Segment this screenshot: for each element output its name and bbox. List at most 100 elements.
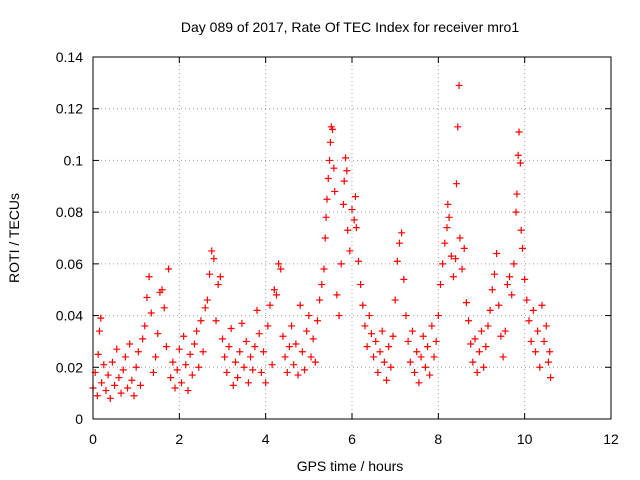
data-point <box>108 358 116 366</box>
x-tick-label: 4 <box>262 431 270 447</box>
x-tick-labels: 0 2 4 6 8 10 12 <box>89 431 619 447</box>
data-point <box>97 314 105 322</box>
x-tick-label: 8 <box>434 431 442 447</box>
data-point <box>285 343 293 351</box>
data-point <box>357 281 365 289</box>
data-point <box>292 340 300 348</box>
data-point <box>223 368 231 376</box>
data-point <box>173 366 181 374</box>
data-point <box>430 353 438 361</box>
y-tick-label: 0.04 <box>56 308 83 324</box>
data-point <box>340 177 348 185</box>
data-point <box>380 358 388 366</box>
data-point <box>100 361 108 369</box>
data-point <box>324 175 332 183</box>
data-point <box>439 260 447 268</box>
data-point <box>124 384 132 392</box>
data-point <box>141 322 149 330</box>
data-point <box>372 337 380 345</box>
data-point <box>186 350 194 358</box>
data-point <box>225 343 233 351</box>
y-tick-label: 0.14 <box>56 49 83 65</box>
data-point <box>344 226 352 234</box>
data-point <box>305 312 313 320</box>
data-point <box>160 304 168 312</box>
data-point <box>294 371 302 379</box>
data-point <box>508 291 516 299</box>
data-point <box>203 296 211 304</box>
data-point <box>275 260 283 268</box>
data-point <box>499 353 507 361</box>
data-point <box>244 379 252 387</box>
data-point <box>98 379 106 387</box>
data-point <box>495 301 503 309</box>
data-point <box>206 270 214 278</box>
data-point <box>134 348 142 356</box>
data-point <box>506 273 514 281</box>
data-point <box>512 208 520 216</box>
data-point <box>311 358 319 366</box>
data-point <box>540 337 548 345</box>
data-point <box>351 193 359 201</box>
data-point <box>331 187 339 195</box>
data-point <box>391 296 399 304</box>
data-point <box>402 312 410 320</box>
data-point <box>231 358 239 366</box>
data-point <box>361 322 369 330</box>
data-point <box>335 312 343 320</box>
data-point <box>365 312 373 320</box>
data-point <box>359 301 367 309</box>
data-point <box>238 319 246 327</box>
data-point <box>523 296 531 304</box>
data-point <box>260 348 268 356</box>
data-point <box>510 260 518 268</box>
data-point <box>171 384 179 392</box>
data-point <box>210 255 218 263</box>
data-point <box>188 371 196 379</box>
data-point <box>321 234 329 242</box>
data-point <box>432 337 440 345</box>
y-tick-label: 0.08 <box>56 204 83 220</box>
data-point <box>316 296 324 304</box>
data-point <box>531 348 539 356</box>
data-point <box>454 123 462 131</box>
data-point <box>503 281 511 289</box>
data-point <box>152 353 160 361</box>
data-point <box>249 366 257 374</box>
data-point <box>130 392 138 400</box>
data-point <box>180 332 188 340</box>
data-point <box>348 206 356 214</box>
data-point <box>288 322 296 330</box>
data-point <box>444 200 452 208</box>
data-point <box>370 353 378 361</box>
data-point <box>404 337 412 345</box>
data-point <box>452 180 460 188</box>
data-point <box>339 200 347 208</box>
data-point <box>395 239 403 247</box>
data-point <box>337 260 345 268</box>
data-point <box>456 234 464 242</box>
data-point <box>301 366 309 374</box>
data-point <box>471 335 479 343</box>
data-point <box>197 317 205 325</box>
data-point <box>445 213 453 221</box>
data-point <box>212 317 220 325</box>
data-point <box>497 332 505 340</box>
data-point <box>517 226 525 234</box>
y-tick-label: 0.12 <box>56 101 83 117</box>
data-point <box>201 304 209 312</box>
data-point <box>486 306 494 314</box>
data-point <box>482 343 490 351</box>
data-point <box>158 286 166 294</box>
data-point <box>270 286 278 294</box>
data-point <box>443 224 451 232</box>
data-point <box>330 164 338 172</box>
data-point <box>411 368 419 376</box>
data-point <box>376 348 384 356</box>
data-point <box>354 257 362 265</box>
data-point <box>538 301 546 309</box>
data-point <box>333 291 341 299</box>
data-point <box>234 374 242 382</box>
x-tick-label: 12 <box>603 431 619 447</box>
